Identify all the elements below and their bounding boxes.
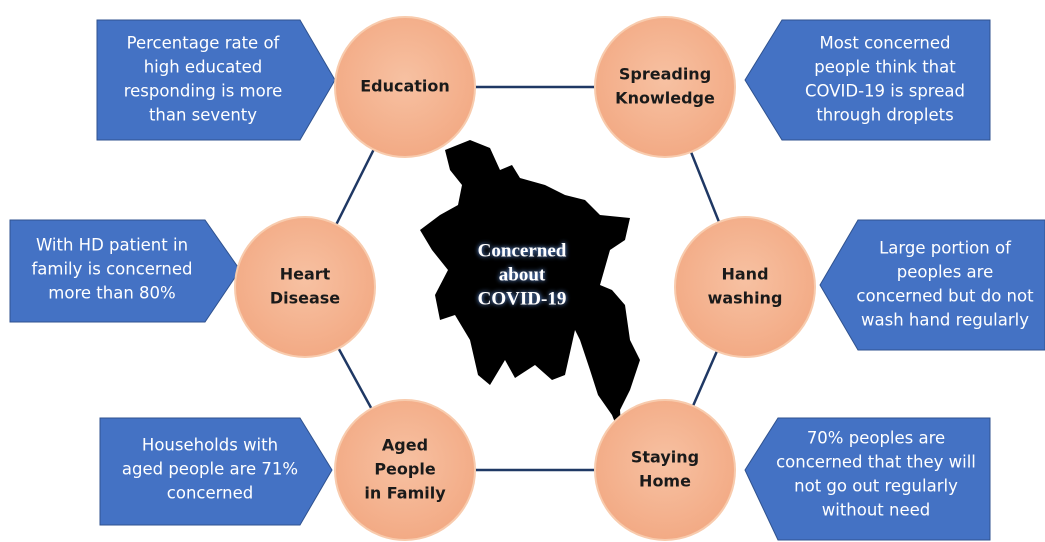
node-note: responding is more (124, 82, 283, 101)
node-note: With HD patient in (36, 236, 188, 255)
node-circle (594, 399, 736, 541)
node-label: Hand (721, 265, 768, 284)
node-note: COVID-19 is spread (805, 82, 965, 101)
node-label: in Family (364, 484, 446, 503)
node-note: not go out regularly (794, 477, 958, 496)
center-title: Concerned about COVID-19 (478, 240, 567, 309)
node-label: Education (360, 77, 450, 96)
texts: Education Percentage rate of high educated… (31, 34, 1034, 520)
node-note: concerned but do not (856, 287, 1034, 306)
node-note: more than 80% (48, 284, 175, 303)
node-circle (234, 216, 376, 358)
node-note: Large portion of (879, 239, 1012, 258)
node-note: 70% peoples are (807, 429, 945, 448)
map (420, 140, 640, 440)
node-label: Disease (270, 289, 340, 308)
node-note: than seventy (149, 106, 257, 125)
center-line: Concerned (478, 240, 567, 261)
node-note: concerned that they will (776, 453, 976, 472)
node-circle (334, 16, 476, 158)
node-label: Spreading (619, 65, 711, 84)
node-note: through droplets (816, 106, 953, 125)
callouts (9, 19, 1045, 541)
node-note: Households with (142, 436, 278, 455)
node-label: washing (708, 289, 783, 308)
node-note: wash hand regularly (861, 311, 1029, 330)
node-label: Home (639, 472, 691, 491)
node-note: concerned (167, 484, 253, 503)
node-label: Knowledge (615, 89, 715, 108)
node-circle (334, 399, 476, 541)
node-note: people think that (814, 58, 956, 77)
node-circle (594, 16, 736, 158)
node-circle (674, 216, 816, 358)
node-note: Most concerned (819, 34, 950, 53)
node-label: Aged (382, 436, 428, 455)
node-note: aged people are 71% (122, 460, 298, 479)
node-note: without need (822, 501, 931, 520)
node-note: Percentage rate of (127, 34, 281, 53)
node-note: high educated (144, 58, 263, 77)
node-label: Heart (280, 265, 331, 284)
node-note: family is concerned (31, 260, 192, 279)
node-label: Staying (631, 448, 699, 467)
node-label: People (374, 460, 436, 479)
node-note: peoples are (897, 263, 993, 282)
center-line: COVID-19 (478, 288, 567, 309)
nodes (234, 16, 816, 541)
center-line: about (499, 264, 546, 285)
